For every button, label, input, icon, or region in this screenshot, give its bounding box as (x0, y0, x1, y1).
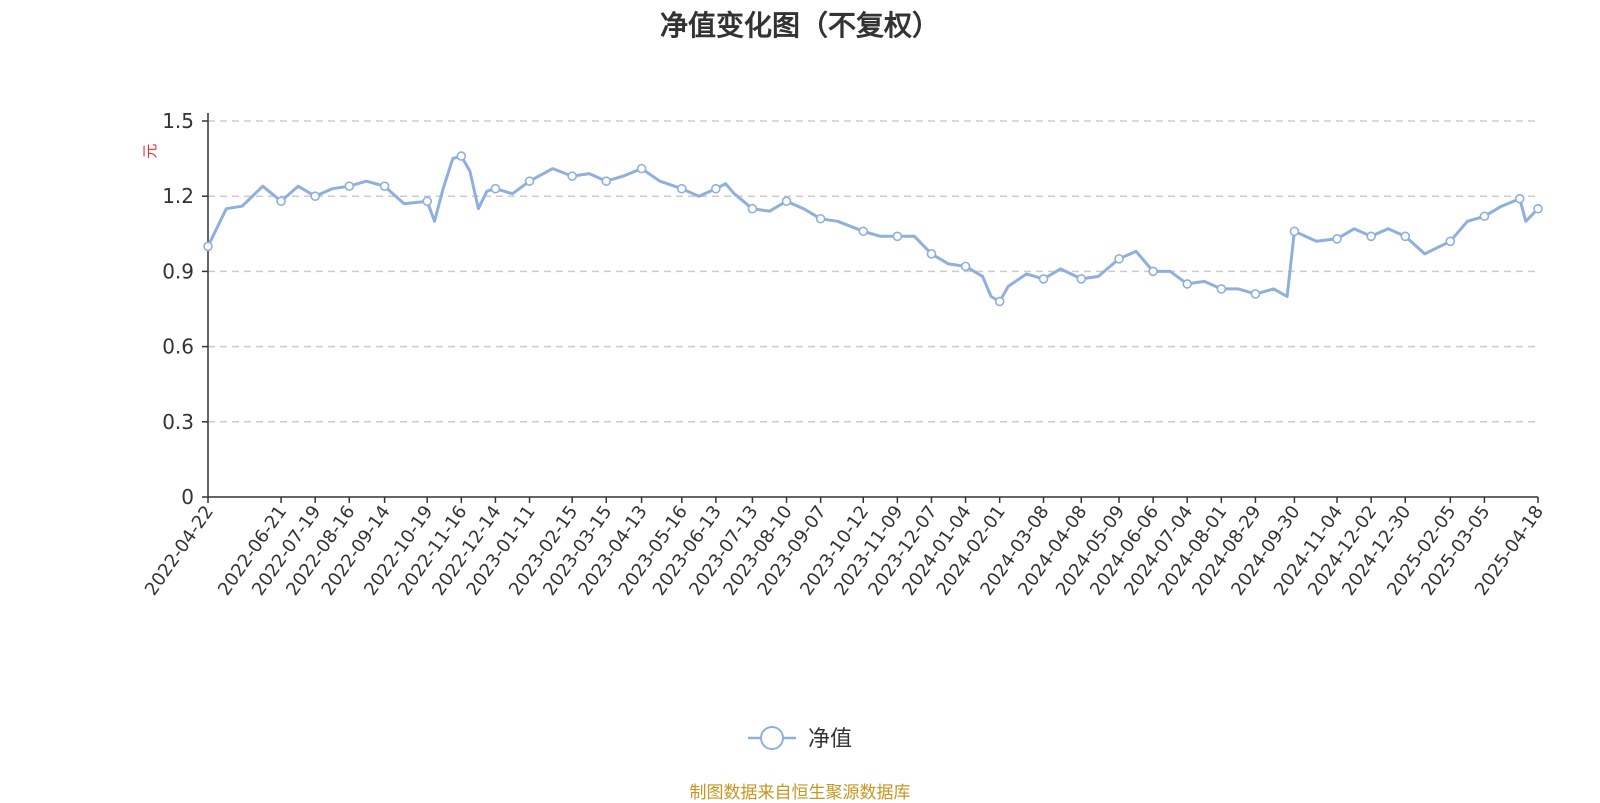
data-point[interactable] (1038, 274, 1049, 284)
data-point[interactable] (567, 171, 577, 181)
data-point[interactable] (1182, 279, 1193, 289)
y-tick-label: 0.6 (162, 335, 194, 359)
data-point[interactable] (276, 196, 286, 207)
y-tick-label: 1.2 (162, 184, 194, 208)
data-point[interactable] (310, 191, 320, 201)
y-tick-label: 0.3 (162, 410, 194, 434)
data-point[interactable] (711, 183, 721, 194)
x-axis: 2022-04-222022-06-212022-07-192022-08-16… (141, 496, 1548, 600)
y-axis-unit: 元 (141, 144, 159, 159)
data-point[interactable] (456, 151, 467, 161)
data-point[interactable] (1514, 193, 1525, 204)
y-tick-label: 1.5 (162, 109, 194, 133)
data-point[interactable] (815, 213, 826, 224)
series-line (206, 154, 1540, 303)
data-point[interactable] (1216, 284, 1227, 294)
data-point[interactable] (1076, 274, 1087, 284)
data-point[interactable] (892, 231, 903, 242)
data-point[interactable] (994, 296, 1005, 307)
data-point[interactable] (1400, 231, 1411, 242)
chart-title: 净值变化图（不复权） (659, 9, 940, 42)
y-tick-label: 0 (181, 485, 194, 509)
data-point[interactable] (1250, 289, 1261, 299)
y-tick-label: 0.9 (162, 259, 194, 283)
data-point[interactable] (524, 176, 535, 186)
data-point[interactable] (1366, 231, 1376, 242)
data-point[interactable] (379, 181, 390, 191)
data-point[interactable] (203, 241, 213, 252)
series-net-value (203, 151, 1543, 307)
x-tick-label: 2022-04-22 (141, 502, 218, 600)
data-point[interactable] (344, 181, 355, 191)
grid-lines (208, 120, 1538, 423)
y-axis: 0 0.3 0.6 0.9 1.2 1.5 (162, 109, 209, 509)
data-source-note: 制图数据来自恒生聚源数据库 (689, 783, 911, 803)
data-point[interactable] (1114, 254, 1124, 264)
data-point[interactable] (858, 226, 869, 237)
data-point[interactable] (636, 163, 647, 174)
data-point[interactable] (960, 261, 971, 272)
data-point[interactable] (1289, 226, 1300, 237)
legend-marker (760, 726, 784, 750)
data-point[interactable] (1533, 203, 1543, 214)
data-point[interactable] (1332, 234, 1342, 244)
legend[interactable]: 净值 (748, 726, 852, 752)
data-point[interactable] (1445, 236, 1456, 247)
data-point[interactable] (490, 183, 501, 194)
data-point[interactable] (926, 249, 937, 259)
data-point[interactable] (1148, 266, 1158, 277)
data-point[interactable] (781, 196, 792, 207)
data-point[interactable] (422, 196, 433, 207)
data-point[interactable] (676, 183, 687, 194)
data-point[interactable] (601, 176, 612, 186)
data-point[interactable] (1479, 211, 1490, 222)
data-point[interactable] (747, 203, 758, 214)
legend-label: 净值 (808, 727, 852, 752)
